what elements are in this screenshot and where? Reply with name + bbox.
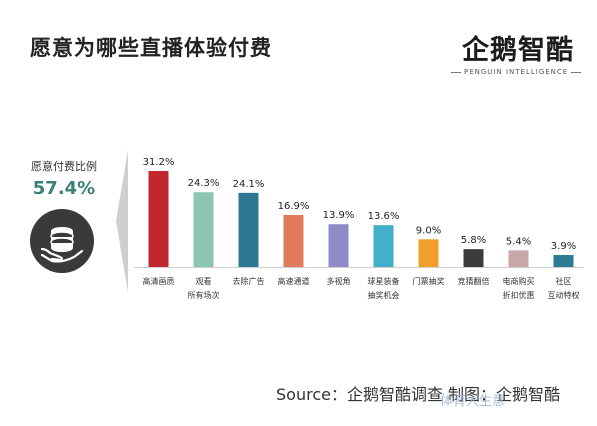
bar [328, 224, 349, 267]
brand-logo: 企鹅智酷 PENGUIN INTELLIGENCE [440, 28, 580, 88]
data-label: 13.9% [323, 210, 355, 221]
category-label: 高速通道 [278, 276, 310, 286]
logo-name: 企鹅智酷 [462, 35, 574, 66]
category-label: 门票抽奖 [413, 276, 445, 286]
source-text: Source：企鹅智酷调查 制图：企鹅智酷 [276, 385, 561, 404]
bar [283, 215, 304, 267]
data-label: 5.4% [506, 236, 531, 247]
data-label: 9.0% [416, 225, 441, 236]
data-label: 31.2% [143, 157, 175, 168]
bar [193, 192, 214, 267]
chart-title: 愿意为哪些直播体验付费 [30, 36, 272, 60]
category-label: 电商购买 [503, 276, 535, 286]
category-label: 所有场次 [188, 290, 220, 300]
source-note: Source：企鹅智酷调查 制图：企鹅智酷 [276, 381, 560, 405]
bar [373, 225, 394, 267]
category-label: 去除广告 [233, 276, 265, 286]
summary-card: 愿意付费比例 57.4% [14, 138, 125, 294]
coins-hand-icon [30, 209, 94, 273]
category-label: 多视角 [327, 276, 351, 286]
bar [148, 171, 169, 267]
data-label: 5.8% [461, 235, 486, 246]
category-label: 观看 [196, 277, 212, 286]
category-label: 球星装备 [368, 276, 400, 286]
bar [418, 239, 439, 267]
category-label: 竞猜翻倍 [458, 276, 490, 286]
bracket-connector [116, 150, 128, 293]
logo-subtitle: PENGUIN INTELLIGENCE [448, 68, 584, 76]
category-label: 高清画质 [143, 276, 175, 286]
category-label: 折扣优惠 [503, 290, 535, 300]
bar [238, 192, 259, 267]
summary-value: 57.4% [32, 178, 96, 199]
watermark: 体育大生意 [440, 394, 506, 409]
data-label: 24.3% [188, 178, 220, 189]
summary-label: 愿意付费比例 [31, 160, 97, 173]
data-label: 24.1% [233, 179, 265, 190]
data-label: 13.6% [368, 211, 400, 222]
bar [463, 249, 484, 267]
data-label: 3.9% [551, 241, 576, 252]
bar [553, 255, 574, 267]
bar [508, 250, 529, 267]
category-label: 社区 [556, 276, 572, 286]
category-label: 抽奖机会 [368, 290, 400, 300]
category-label: 互动特权 [548, 290, 580, 300]
data-label: 16.9% [278, 201, 310, 212]
